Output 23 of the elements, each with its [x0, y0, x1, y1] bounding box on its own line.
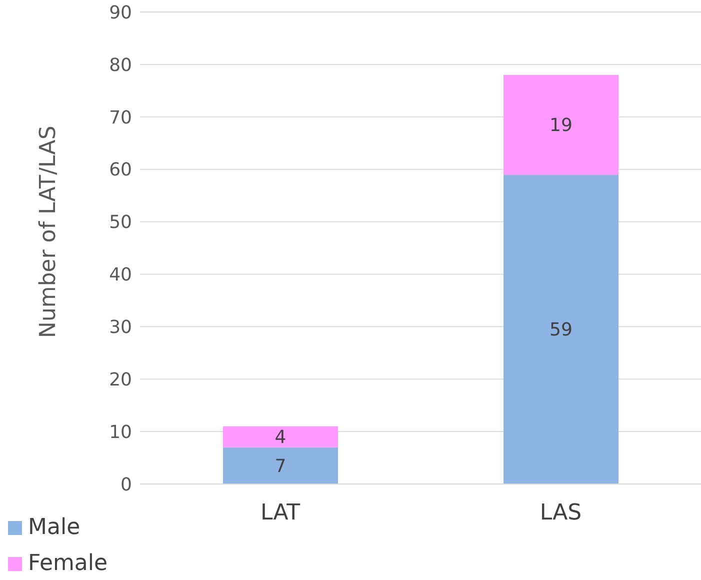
- x-tick-label: LAS: [540, 500, 582, 526]
- data-label: 7: [274, 456, 286, 478]
- data-label: 4: [274, 427, 286, 448]
- legend-label: Female: [28, 550, 108, 578]
- y-tick-label: 0: [120, 474, 132, 496]
- y-tick-label: 90: [109, 2, 132, 24]
- bar: [504, 74, 618, 175]
- bar: [504, 174, 618, 484]
- data-label: 19: [550, 115, 572, 136]
- y-tick-label: 50: [109, 212, 132, 234]
- y-axis-title: Number of LAT/LAS: [36, 126, 61, 338]
- bar: [223, 447, 338, 484]
- y-tick-label: 60: [109, 160, 132, 181]
- x-tick-label: LAT: [260, 500, 301, 526]
- y-tick-label: 10: [109, 422, 132, 443]
- y-tick-label: 20: [109, 370, 132, 390]
- data-label: 59: [550, 320, 572, 341]
- legend-label: Male: [28, 514, 80, 542]
- y-tick-label: 70: [109, 107, 132, 128]
- y-tick-label: 40: [109, 264, 132, 286]
- bar: [223, 426, 338, 448]
- y-tick-label: 80: [109, 54, 132, 76]
- y-tick-label: 30: [109, 317, 132, 338]
